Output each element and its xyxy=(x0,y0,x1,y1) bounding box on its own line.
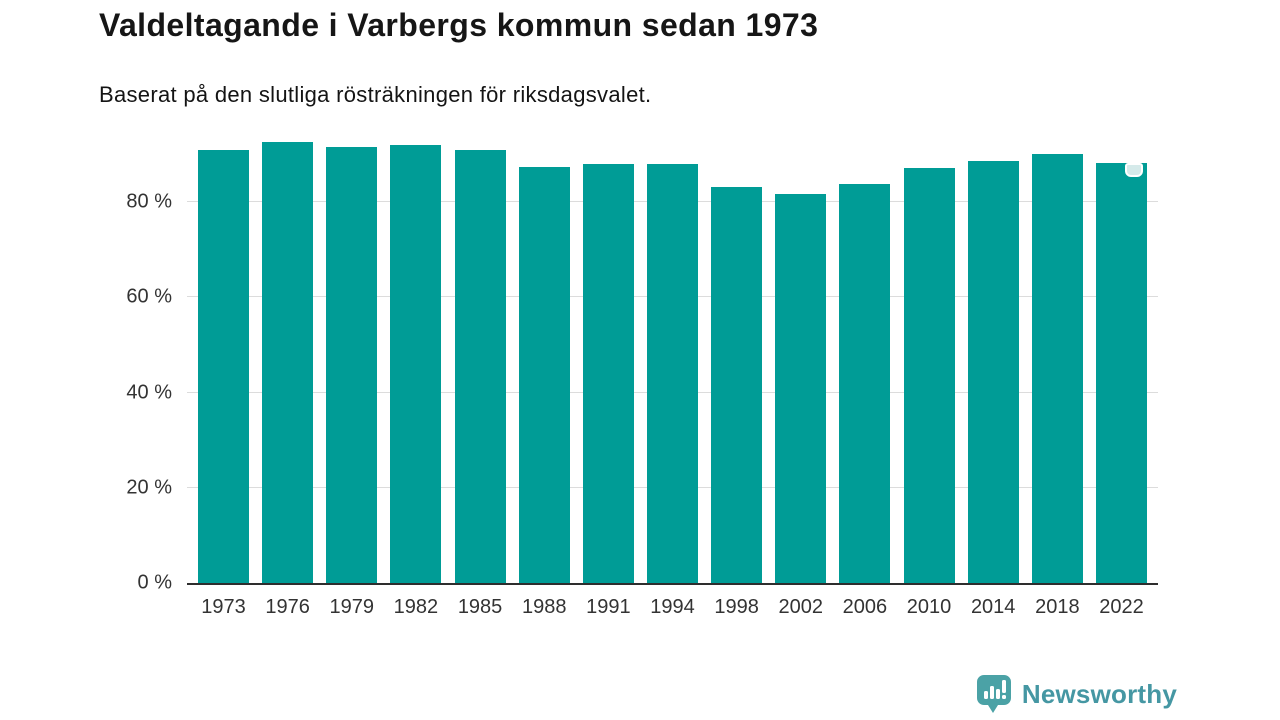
plot-area xyxy=(187,107,1158,585)
x-tick-label-2006: 2006 xyxy=(842,596,888,618)
x-axis-line xyxy=(187,583,1158,585)
x-tick-label-1976: 1976 xyxy=(265,596,310,618)
bar-1985 xyxy=(454,150,506,583)
x-tick-label-1979: 1979 xyxy=(329,596,375,618)
bar-top-badge xyxy=(1124,163,1143,178)
bar-2006 xyxy=(839,183,891,583)
bar-2022 xyxy=(1095,163,1147,583)
bar-2010 xyxy=(903,168,955,583)
bar-1994 xyxy=(646,164,698,583)
x-tick-label-1985: 1985 xyxy=(457,596,503,618)
bar-1973 xyxy=(198,149,249,583)
x-tick-label-2002: 2002 xyxy=(778,596,824,618)
y-tick-label-60: 60 % xyxy=(126,285,172,308)
y-axis: 0 % 20 % 40 % 60 % 80 % xyxy=(0,0,172,720)
x-tick-label-1982: 1982 xyxy=(393,596,439,618)
bar-1988 xyxy=(518,167,570,583)
bar-2018 xyxy=(1031,154,1083,583)
x-tick-label-2010: 2010 xyxy=(906,596,952,618)
bar-1991 xyxy=(582,164,634,583)
y-tick-label-0: 0 % xyxy=(137,571,172,594)
y-tick-label-80: 80 % xyxy=(126,190,172,213)
y-tick-label-20: 20 % xyxy=(126,476,172,499)
bar-1976 xyxy=(262,141,314,583)
bar-1982 xyxy=(390,145,442,583)
chart-subtitle: Baserat på den slutliga rösträkningen fö… xyxy=(99,82,652,107)
bar-series xyxy=(187,107,1158,583)
bar-1998 xyxy=(711,187,763,583)
x-tick-label-1998: 1998 xyxy=(714,596,759,618)
bar-1979 xyxy=(326,147,378,583)
chart-title: Valdeltagande i Varbergs kommun sedan 19… xyxy=(99,7,819,43)
x-tick-label-2014: 2014 xyxy=(970,596,1016,618)
x-tick-label-1988: 1988 xyxy=(521,596,567,618)
bar-2002 xyxy=(775,193,827,583)
bar-2014 xyxy=(967,161,1019,583)
x-axis: 1973 1976 1979 1982 1985 1988 1991 1994 1998 2002… xyxy=(187,594,1158,620)
y-tick-label-40: 40 % xyxy=(126,381,172,404)
newsworthy-logo-icon xyxy=(976,675,1011,713)
newsworthy-brand-text: Newsworthy xyxy=(1021,678,1177,709)
x-tick-label-2022: 2022 xyxy=(1099,596,1144,618)
x-tick-label-1991: 1991 xyxy=(586,596,631,618)
newsworthy-logo: Newsworthy xyxy=(976,674,1177,714)
x-tick-label-2018: 2018 xyxy=(1035,596,1080,618)
x-tick-label-1973: 1973 xyxy=(201,596,246,618)
x-tick-label-1994: 1994 xyxy=(650,596,695,618)
